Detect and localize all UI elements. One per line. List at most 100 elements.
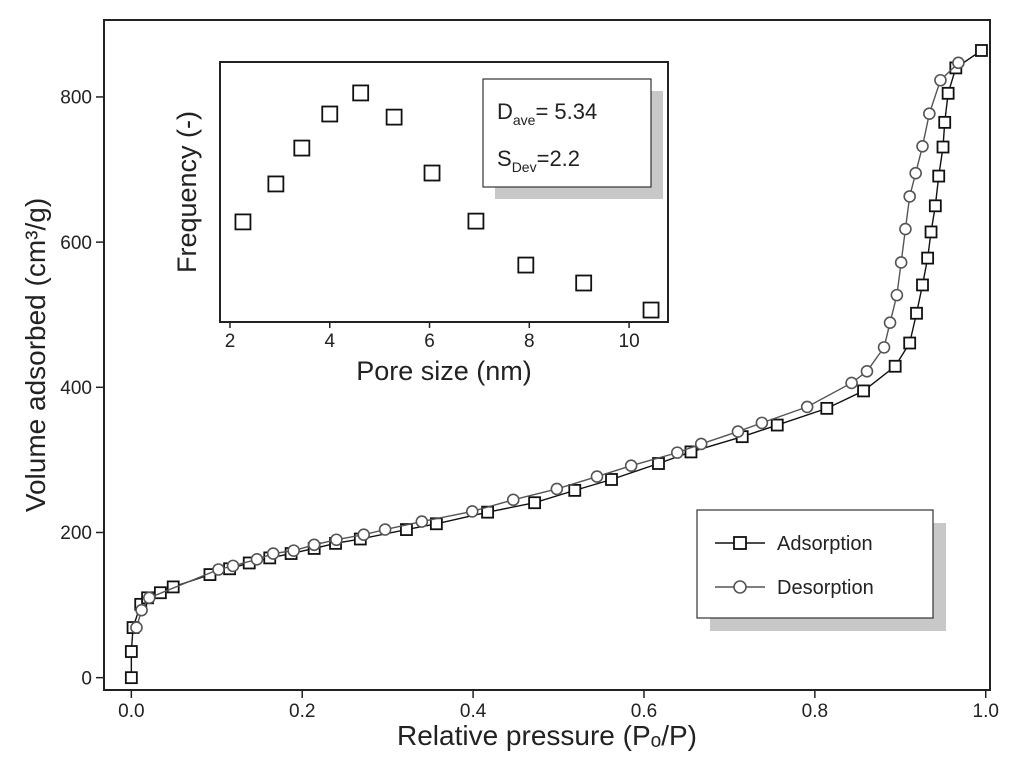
- x-tick-label: 8: [524, 331, 535, 352]
- point: [321, 105, 339, 123]
- point: [845, 376, 858, 390]
- legend-label: Desorption: [777, 577, 874, 599]
- point: [385, 108, 403, 126]
- point: [890, 288, 904, 302]
- point: [923, 107, 936, 120]
- point: [903, 190, 916, 203]
- point: [357, 528, 371, 541]
- point: [423, 164, 441, 182]
- point: [352, 84, 370, 102]
- point: [124, 645, 138, 658]
- point: [624, 459, 638, 472]
- legend-marker: [733, 536, 747, 550]
- point: [590, 470, 604, 483]
- annotation-text: = 5.34: [535, 99, 597, 124]
- point: [267, 175, 285, 193]
- point: [910, 306, 923, 320]
- point: [575, 274, 593, 292]
- x-tick-label: 1.0: [973, 701, 999, 722]
- point: [250, 553, 264, 566]
- point: [307, 538, 321, 552]
- point: [894, 256, 908, 269]
- point: [975, 44, 988, 57]
- annotation: Dave= 5.34: [497, 99, 597, 128]
- point: [550, 482, 564, 496]
- point: [135, 603, 148, 617]
- y-tick-label: 600: [60, 233, 92, 254]
- point: [938, 115, 952, 129]
- point: [883, 316, 897, 329]
- point: [770, 418, 784, 432]
- x-axis-label: Relative pressure (Pₒ/P): [397, 720, 697, 751]
- point: [528, 496, 542, 510]
- annotation: SDev=2.2: [497, 146, 580, 175]
- y-tick-label: 400: [60, 378, 92, 399]
- x-tick-label: 4: [324, 331, 335, 352]
- point: [142, 591, 156, 605]
- x-tick-label: 10: [619, 331, 640, 352]
- point: [568, 483, 582, 497]
- point: [506, 493, 520, 507]
- x-tick-label: 0.4: [460, 701, 487, 722]
- annotation-box: [482, 78, 652, 188]
- y-axis-label: Frequency (-): [172, 111, 202, 273]
- x-tick-label: 2: [225, 331, 236, 352]
- y-axis-label: Volume adsorbed (cm³/g): [20, 198, 51, 512]
- point: [916, 140, 929, 153]
- x-tick-label: 0.8: [802, 701, 828, 722]
- point: [670, 446, 684, 459]
- point: [952, 56, 965, 70]
- point: [642, 301, 660, 319]
- point: [166, 580, 180, 594]
- point: [916, 278, 929, 292]
- point: [755, 416, 769, 430]
- point: [877, 341, 891, 354]
- point: [378, 523, 392, 536]
- point: [857, 384, 870, 398]
- point: [400, 523, 413, 536]
- point: [924, 225, 938, 239]
- point: [820, 401, 834, 415]
- point: [899, 222, 912, 236]
- x-tick-label: 0.0: [118, 701, 144, 722]
- point: [941, 86, 955, 100]
- annotation-text: =2.2: [537, 146, 580, 171]
- point: [888, 359, 902, 373]
- x-tick-label: 0.6: [631, 701, 657, 722]
- point: [909, 166, 922, 180]
- x-tick-label: 0.2: [289, 701, 315, 722]
- annotation-base: D: [497, 99, 513, 124]
- x-tick-label: 6: [424, 331, 435, 352]
- point: [903, 336, 917, 350]
- y-tick-label: 200: [60, 523, 92, 544]
- point: [124, 671, 138, 685]
- y-tick-label: 800: [60, 88, 92, 109]
- point: [130, 621, 143, 634]
- point: [234, 213, 252, 231]
- point: [860, 365, 874, 378]
- point: [928, 199, 942, 213]
- point: [212, 563, 225, 576]
- point: [465, 505, 479, 518]
- point: [266, 547, 280, 560]
- y-tick-label: 0: [81, 668, 92, 689]
- legend: [696, 509, 934, 619]
- point: [415, 515, 429, 528]
- chart-scatter: 2 4 6 8 10 Pore size (nm) Frequency (-) Dave= 5…: [172, 61, 669, 386]
- point: [226, 559, 240, 573]
- point: [605, 473, 618, 486]
- point: [467, 212, 485, 230]
- point: [934, 73, 947, 87]
- point: [932, 169, 946, 183]
- point: [517, 256, 535, 274]
- point: [800, 400, 814, 414]
- point: [936, 140, 950, 154]
- point: [684, 445, 698, 459]
- point: [731, 425, 745, 438]
- legend-marker: [733, 580, 747, 594]
- legend-label: Adsorption: [777, 533, 873, 555]
- point: [330, 533, 343, 547]
- point: [921, 251, 935, 265]
- x-axis-label: Pore size (nm): [356, 356, 532, 386]
